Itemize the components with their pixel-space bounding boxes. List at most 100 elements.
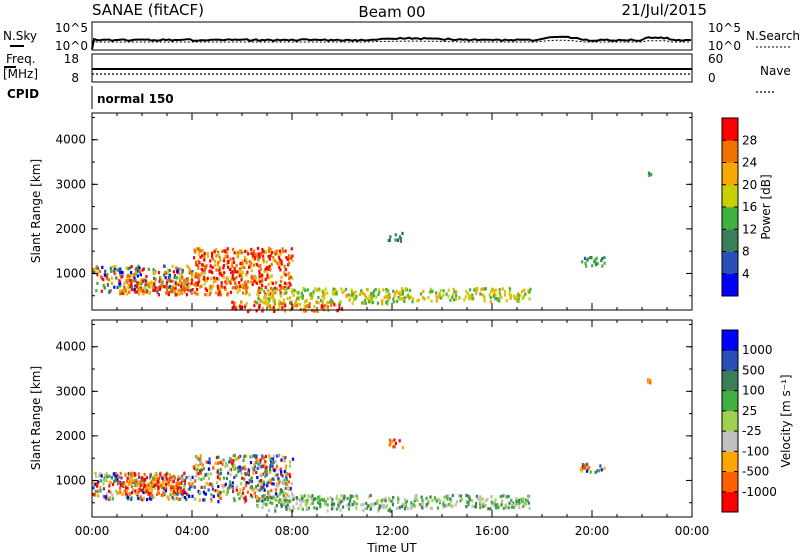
velocity-echo-cell — [331, 497, 334, 501]
velocity-echo-cell — [324, 500, 327, 504]
power-echo-cell — [248, 259, 251, 264]
power-echo-cell — [528, 297, 531, 301]
power-echo-cell — [401, 287, 404, 291]
velocity-echo-cell — [340, 500, 343, 504]
power-echo-cell — [388, 297, 391, 301]
power-echo-cell — [388, 293, 391, 297]
power-echo-cell — [254, 256, 257, 260]
velocity-echo-cell — [348, 502, 351, 506]
velocity-echo-cell — [438, 501, 441, 505]
velocity-echo-cell — [471, 504, 474, 508]
power-echo-cell — [283, 286, 286, 290]
power-echo-cell — [195, 292, 198, 296]
velocity-echo-cell — [518, 505, 521, 509]
velocity-echo-cell — [376, 499, 379, 503]
power-echo-cell — [387, 289, 390, 293]
power-echo-cell — [331, 300, 334, 304]
power-echo-cell — [215, 254, 218, 258]
velocity-echo-cell — [425, 496, 428, 500]
velocity-echo-cell — [262, 464, 265, 468]
noise-left-tick-high: 10^5 — [55, 21, 88, 35]
power-echo-cell — [411, 300, 414, 304]
velocity-echo-cell — [185, 498, 188, 502]
power-echo-cell — [240, 275, 244, 279]
velocity-echo-cell — [193, 485, 196, 489]
power-echo-cell — [370, 301, 373, 305]
power-echo-cell — [140, 288, 143, 292]
power-echo-cell — [303, 300, 306, 304]
velocity-echo-cell — [153, 474, 156, 478]
noise-sky-line — [91, 35, 692, 50]
velocity-echo-cell — [105, 495, 108, 499]
power-colorbar-swatch — [722, 140, 738, 163]
velocity-echo-cell — [443, 495, 446, 500]
power-echo-cell — [226, 278, 230, 282]
velocity-echo-cell — [360, 503, 363, 507]
velocity-echo-cell — [259, 465, 262, 469]
power-echo-cell — [453, 290, 456, 294]
velocity-echo-cell — [132, 474, 135, 479]
power-echo-cell — [321, 294, 324, 299]
velocity-echo-cell — [114, 472, 117, 476]
power-echo-cell — [141, 279, 144, 283]
velocity-x-tick-label: 12:00 — [375, 524, 410, 538]
power-echo-cell — [224, 287, 227, 291]
power-echo-cell — [105, 275, 108, 279]
velocity-echo-cell — [226, 464, 229, 468]
power-echo-cell — [321, 301, 324, 305]
power-echo-cell — [370, 295, 373, 299]
power-echo-cell — [600, 259, 603, 263]
velocity-echo-cell — [330, 507, 333, 511]
power-echo-cell — [596, 262, 599, 266]
power-echo-cell — [235, 263, 238, 268]
power-echo-cell — [281, 249, 284, 254]
velocity-echo-cell — [520, 497, 523, 502]
velocity-echo-cell — [244, 495, 247, 499]
velocity-echo-cell — [349, 499, 352, 503]
power-echo-cell — [257, 279, 261, 283]
velocity-echo-cell — [249, 485, 252, 489]
velocity-echo-cell — [272, 461, 275, 465]
velocity-colorbar-swatch — [722, 431, 738, 452]
velocity-echo-cell — [239, 488, 242, 492]
velocity-echo-cell — [109, 481, 112, 485]
power-echo-cell — [223, 256, 226, 261]
velocity-echo-cell — [388, 496, 391, 500]
power-echo-cell — [125, 266, 128, 270]
velocity-echo-cell — [269, 495, 272, 499]
power-echo-cell — [287, 263, 290, 267]
velocity-echo-cell — [512, 505, 515, 510]
power-echo-cell — [442, 289, 445, 293]
velocity-echo-cell — [427, 501, 430, 505]
velocity-echo-cell — [256, 461, 259, 465]
power-echo-cell — [142, 292, 145, 296]
velocity-echo-cell — [256, 475, 259, 480]
velocity-echo-cell — [168, 473, 171, 477]
power-echo-cell — [205, 293, 208, 297]
power-echo-cell — [286, 257, 289, 261]
power-echo-cell — [278, 256, 281, 260]
velocity-echo-cell — [281, 500, 284, 504]
power-echo-cell — [171, 279, 174, 283]
velocity-echo-cell — [269, 501, 272, 505]
velocity-echo-cell — [263, 488, 266, 492]
power-echo-cell — [286, 296, 289, 300]
power-echo-cell — [239, 274, 242, 278]
power-echo-cell — [399, 236, 402, 241]
velocity-echo-cell — [264, 497, 267, 501]
power-y-tick-label: 4000 — [55, 133, 86, 147]
power-echo-cell — [252, 251, 256, 255]
power-echo-cell — [231, 306, 234, 310]
power-echo-cell — [132, 273, 135, 277]
power-echo-cell — [278, 266, 281, 270]
velocity-echo-cell — [454, 503, 457, 507]
velocity-echo-cell — [245, 467, 249, 472]
power-echo-cell — [398, 297, 401, 301]
power-echo-cell — [182, 286, 185, 291]
velocity-echo-cell — [287, 486, 290, 490]
velocity-echo-cell — [355, 502, 358, 506]
velocity-echo-cell — [116, 477, 119, 481]
power-echo-cell — [104, 269, 107, 273]
velocity-echo-cell — [200, 477, 203, 481]
